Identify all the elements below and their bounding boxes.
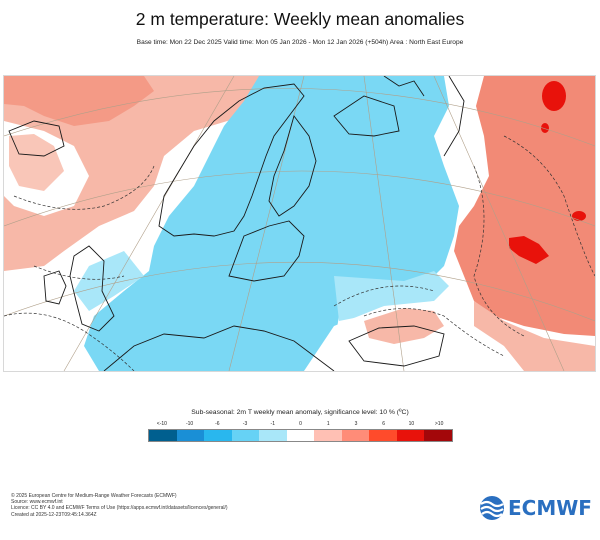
legend-tick-label: <-10: [156, 421, 167, 427]
coastlines: [8, 76, 465, 371]
legend-tick-label: >10: [434, 421, 444, 427]
map-canvas: [4, 76, 595, 371]
legend-tick-label: -6: [215, 421, 220, 427]
chart-title: 2 m temperature: Weekly mean anomalies: [135, 9, 465, 29]
legend-swatch: [204, 430, 232, 441]
south-east-warm-patch: [364, 308, 444, 344]
legend-tick-label: 1: [326, 421, 330, 427]
warm-spot-east: [572, 211, 586, 221]
atlantic-warm-region: [4, 76, 266, 271]
legend-swatch: [341, 430, 370, 441]
legend-tick-label: 3: [354, 421, 358, 427]
legend-swatch: [424, 430, 453, 441]
chart-subtitle: Base time: Mon 22 Dec 2025 Valid time: M…: [136, 39, 464, 46]
footer-credits: © 2025 European Centre for Medium-Range …: [11, 493, 228, 518]
legend-swatch: [369, 430, 397, 441]
footer-line-licence: Licence: CC BY 4.0 and ECMWF Terms of Us…: [11, 505, 228, 512]
legend-colorbar: [148, 429, 453, 442]
cold-anomaly-light-edge: [334, 271, 449, 321]
footer-line-source: Source: www.ecmwf.int: [11, 499, 63, 506]
legend-ticks: <-10 -10 -6 -3 -1 0 1 3 6 10 >10: [148, 421, 453, 429]
footer-line-created: Created at 2025-12-23T09:45:14.364Z: [11, 511, 97, 518]
legend-tick-label: 6: [382, 421, 386, 427]
legend-tick-label: 0: [299, 421, 302, 427]
cold-anomaly-west-edge: [74, 251, 144, 311]
ecmwf-logo[interactable]: ECMWF: [477, 494, 592, 522]
legend-swatch: [314, 430, 342, 441]
legend-tick-label: -10: [185, 421, 194, 427]
warm-spot-north: [542, 81, 566, 111]
north-atlantic-warm-patch: [9, 134, 64, 191]
legend-tick-label: -1: [270, 421, 275, 427]
legend-tick-label: -3: [242, 421, 248, 427]
ecmwf-logo-text: ECMWF: [508, 496, 592, 520]
legend-title: Sub-seasonal: 2m T weekly mean anomaly, …: [191, 409, 409, 416]
legend-swatch: [396, 430, 425, 441]
legend-swatch: [231, 430, 260, 441]
contour-lines: [4, 135, 595, 371]
ecmwf-logo-icon: [480, 496, 504, 520]
warm-spot-south: [509, 236, 549, 264]
anomaly-map[interactable]: [3, 75, 596, 372]
legend-swatch: [176, 430, 205, 441]
russia-warm-region: [454, 76, 595, 336]
russia-warm-edge: [474, 301, 595, 371]
warm-spot-small: [541, 123, 549, 133]
legend-swatch: [149, 430, 177, 441]
legend-swatch: [259, 430, 287, 441]
footer-line-copyright: © 2025 European Centre for Medium-Range …: [11, 493, 177, 499]
legend-swatch: [286, 430, 315, 441]
legend-tick-label: 10: [408, 421, 415, 427]
atlantic-warm-strong: [4, 76, 154, 126]
